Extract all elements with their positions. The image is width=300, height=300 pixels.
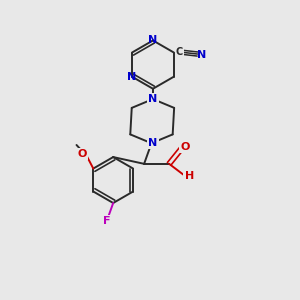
Text: N: N bbox=[148, 138, 158, 148]
Text: N: N bbox=[148, 94, 158, 104]
Text: H: H bbox=[184, 171, 194, 181]
Text: N: N bbox=[197, 50, 206, 60]
Text: O: O bbox=[180, 142, 190, 152]
Text: F: F bbox=[103, 216, 110, 226]
Text: O: O bbox=[78, 149, 87, 159]
Text: N: N bbox=[148, 35, 158, 46]
Text: C: C bbox=[176, 47, 183, 57]
Text: N: N bbox=[128, 72, 137, 82]
